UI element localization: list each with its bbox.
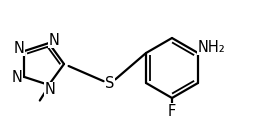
Text: N: N <box>12 70 23 85</box>
Text: N: N <box>49 33 60 48</box>
Text: S: S <box>105 76 115 92</box>
Text: N: N <box>13 41 24 56</box>
Text: N: N <box>44 82 55 97</box>
Text: F: F <box>168 103 176 118</box>
Text: NH₂: NH₂ <box>198 39 226 55</box>
